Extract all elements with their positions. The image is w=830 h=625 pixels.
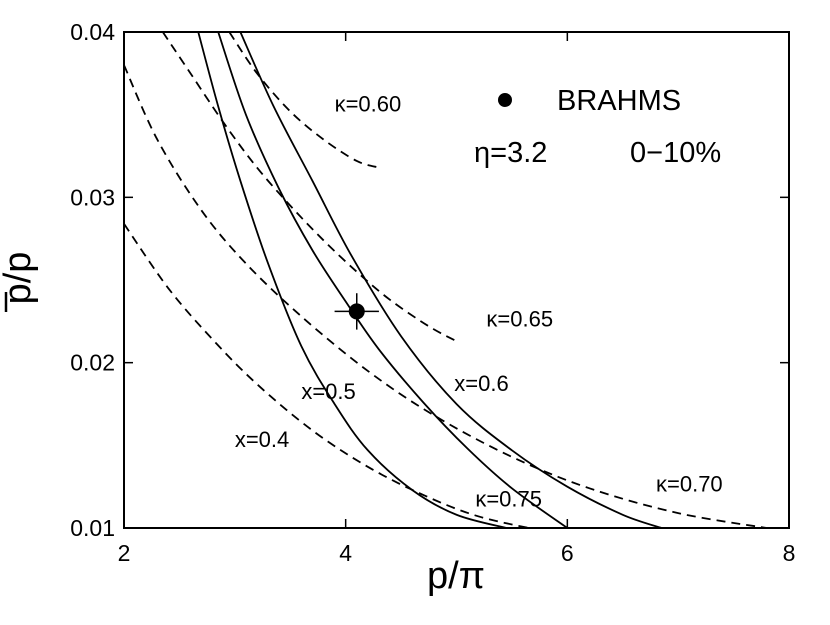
curve-label-x-0-5: x=0.5 (301, 379, 355, 404)
x-tick-label-3: 8 (783, 540, 796, 566)
curve-label-kappa-0-60: κ=0.60 (335, 91, 402, 116)
curve-kappa-0-70 (124, 64, 767, 528)
curve-kappa-0-75 (124, 223, 534, 528)
y-tick-label-3: 0.04 (70, 19, 115, 45)
x-tick-label-0: 2 (118, 540, 131, 566)
plot-frame (123, 31, 790, 529)
legend-marker-brahms (498, 93, 512, 107)
curve-x-0-4 (197, 32, 507, 528)
curves-layer (124, 32, 767, 528)
x-axis-title: p/π (427, 555, 485, 597)
curve-kappa-0-65 (162, 32, 457, 342)
curve-label-kappa-0-75: κ=0.75 (475, 487, 542, 512)
curve-x-0-5 (217, 32, 568, 528)
annotation-centrality: 0−10% (630, 137, 721, 169)
x-tick-label-1: 4 (339, 540, 352, 566)
curve-x-0-6 (239, 32, 662, 528)
curve-label-x-0-6: x=0.6 (454, 371, 508, 396)
x-tick-label-2: 6 (561, 540, 574, 566)
ticks-layer: 2 4 6 8 0.01 0.02 0.03 0.04 (70, 19, 795, 566)
annotation-eta: η=3.2 (474, 137, 547, 169)
curve-kappa-0-60 (228, 32, 380, 169)
y-tick-label-2: 0.03 (70, 184, 115, 210)
data-points-layer (334, 293, 379, 330)
curve-label-kappa-0-70: κ=0.70 (656, 472, 723, 497)
curve-label-x-0-4: x=0.4 (235, 427, 289, 452)
data-point-brahms (348, 303, 365, 320)
curve-label-kappa-0-65: κ=0.65 (486, 306, 553, 331)
legend-label-brahms: BRAHMS (557, 85, 681, 117)
curve-labels-layer: x=0.4 x=0.5 x=0.6 κ=0.60 κ=0.65 κ=0.70 κ=0.75 (235, 91, 723, 511)
y-tick-label-1: 0.02 (70, 350, 115, 376)
plot-background (124, 32, 789, 528)
y-tick-label-0: 0.01 (70, 515, 115, 541)
